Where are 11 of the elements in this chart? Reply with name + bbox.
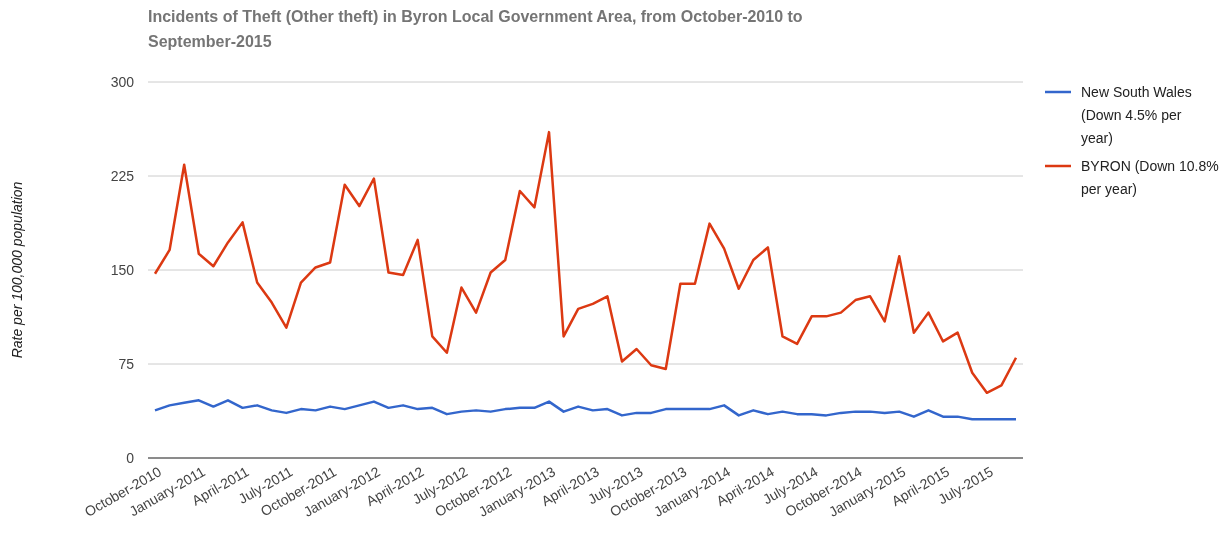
chart-title: Incidents of Theft (Other theft) in Byron Local Government Area, from October-2010 to September-2015: [148, 8, 803, 50]
line-series: [153, 130, 1018, 395]
legend-label: BYRON (Down 10.8% per year): [1081, 158, 1219, 197]
y-tick-label: 225: [110, 167, 135, 184]
y-tick-label: 300: [110, 73, 135, 90]
y-tick-label: 0: [126, 449, 135, 466]
y-tick-label: 150: [110, 261, 135, 278]
legend-label: New South Wales (Down 4.5% per year): [1081, 84, 1192, 146]
y-tick-label: 75: [118, 355, 135, 372]
line-series: [153, 399, 1018, 421]
y-axis-title: Rate per 100,000 population: [9, 181, 25, 359]
